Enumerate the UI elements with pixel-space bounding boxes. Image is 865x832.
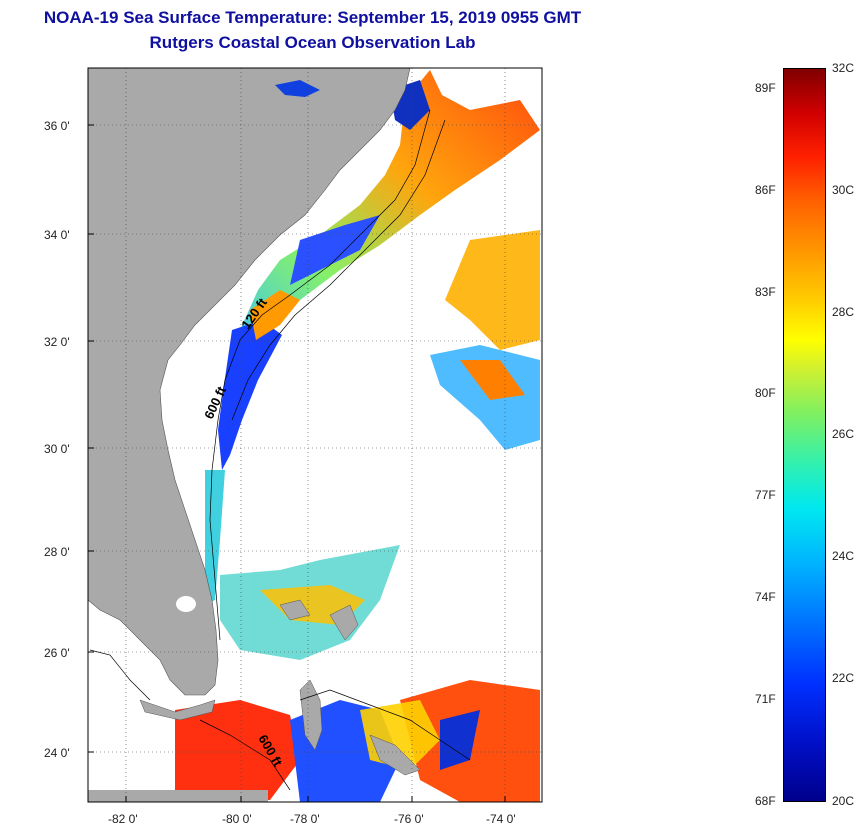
colorbar-label-30c: 30C bbox=[832, 183, 855, 197]
lat-label-34: 34 0' bbox=[44, 228, 70, 242]
colorbar-label-32c: 32C bbox=[832, 61, 855, 75]
lat-label-36: 36 0' bbox=[44, 119, 70, 133]
temperature-colorbar bbox=[783, 68, 826, 802]
colorbar-label-20c: 20C bbox=[832, 794, 855, 808]
colorbar-label-26c: 26C bbox=[832, 427, 855, 441]
colorbar-label-77f: 77F bbox=[755, 488, 776, 502]
lon-label-82: -82 0' bbox=[108, 812, 138, 826]
colorbar-label-71f: 71F bbox=[755, 692, 776, 706]
map-frame bbox=[87, 67, 543, 803]
lat-label-28: 28 0' bbox=[44, 545, 70, 559]
colorbar-label-24c: 24C bbox=[832, 549, 855, 563]
land-mass-cuba bbox=[88, 790, 268, 802]
colorbar-label-22c: 22C bbox=[832, 671, 855, 685]
map-subtitle: Rutgers Coastal Ocean Observation Lab bbox=[149, 33, 476, 52]
sst-data-layer bbox=[175, 70, 540, 802]
lat-label-30: 30 0' bbox=[44, 442, 70, 456]
bathymetry-contours bbox=[89, 109, 471, 791]
colorbar-label-83f: 83F bbox=[755, 285, 776, 299]
land-mass-bahamas bbox=[279, 599, 421, 776]
lat-label-32: 32 0' bbox=[44, 335, 70, 349]
colorbar-label-80f: 80F bbox=[755, 386, 776, 400]
lon-label-76: -76 0' bbox=[394, 812, 424, 826]
colorbar-label-89f: 89F bbox=[755, 81, 776, 95]
lat-label-24: 24 0' bbox=[44, 746, 70, 760]
lat-label-26: 26 0' bbox=[44, 646, 70, 660]
colorbar-label-68f: 68F bbox=[755, 794, 776, 808]
lon-label-78: -78 0' bbox=[290, 812, 320, 826]
lon-label-74: -74 0' bbox=[486, 812, 516, 826]
land-mass-southeast-us bbox=[88, 68, 411, 696]
colorbar-label-28c: 28C bbox=[832, 305, 855, 319]
axis-ticks bbox=[88, 124, 506, 802]
colorbar-label-86f: 86F bbox=[755, 183, 776, 197]
colorbar-label-74f: 74F bbox=[755, 590, 776, 604]
lake-north-carolina bbox=[275, 80, 320, 97]
lon-label-80: -80 0' bbox=[222, 812, 252, 826]
lake-okeechobee bbox=[176, 596, 196, 612]
map-title: NOAA-19 Sea Surface Temperature: Septemb… bbox=[43, 8, 582, 27]
land-mass-florida-keys bbox=[139, 699, 216, 721]
